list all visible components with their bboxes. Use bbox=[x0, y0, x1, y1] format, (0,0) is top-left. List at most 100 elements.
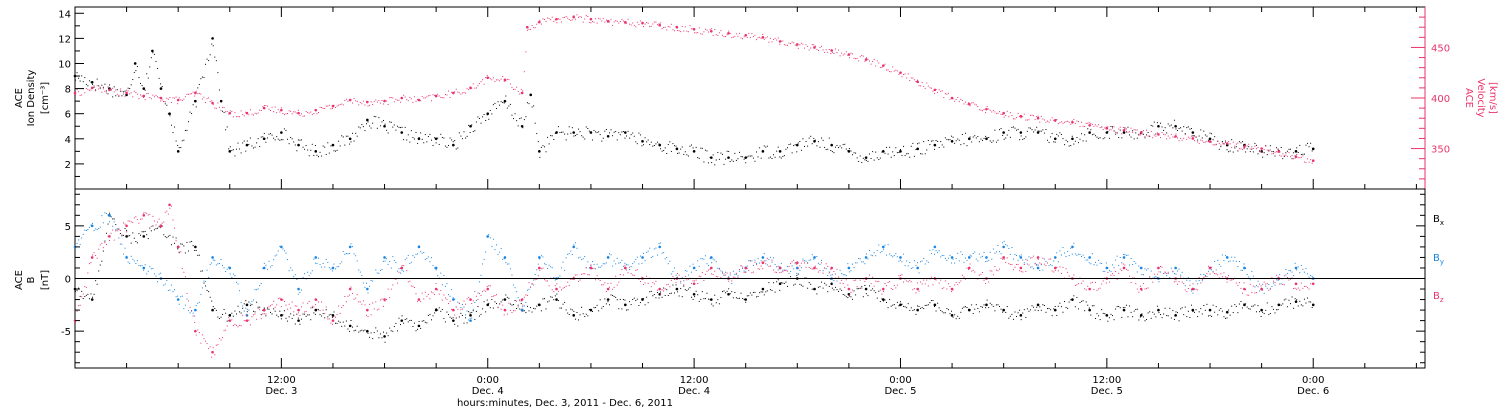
bottom-Bz-dot bbox=[636, 269, 638, 271]
top-velocity-dot bbox=[180, 99, 182, 101]
bottom-Bz-dot bbox=[1054, 269, 1056, 271]
top-density-dot bbox=[670, 150, 672, 152]
top-velocity-dot bbox=[76, 89, 78, 91]
bottom-By-dot bbox=[403, 270, 405, 272]
bottom-By-dot bbox=[276, 254, 278, 256]
top-velocity-dot bbox=[1011, 115, 1013, 117]
bottom-By-dot bbox=[737, 275, 739, 277]
bottom-Bx-dot bbox=[1065, 306, 1067, 308]
top-density-dot bbox=[700, 147, 702, 149]
bottom-Bz-dot bbox=[1218, 277, 1220, 279]
top-velocity-dot bbox=[393, 101, 395, 103]
top-density-point bbox=[400, 131, 404, 134]
bottom-Bx-dot bbox=[404, 319, 406, 321]
bottom-By-dot bbox=[293, 276, 295, 278]
top-density-dot bbox=[333, 150, 335, 152]
top-velocity-dot bbox=[189, 93, 191, 95]
bottom-Bx-dot bbox=[118, 228, 120, 230]
top-density-dot bbox=[438, 143, 440, 145]
bottom-Bz-dot bbox=[257, 307, 259, 309]
bottom-Bz-dot bbox=[1130, 281, 1132, 283]
top-density-dot bbox=[211, 43, 213, 45]
bottom-Bz-dot bbox=[819, 269, 821, 271]
top-velocity-dot bbox=[918, 85, 920, 87]
bottom-Bx-dot bbox=[1186, 316, 1188, 318]
bottom-Bz-dot bbox=[333, 316, 335, 318]
top-velocity-dot bbox=[239, 116, 241, 118]
bottom-Bz-dot bbox=[1082, 280, 1084, 282]
top-density-dot bbox=[235, 148, 237, 150]
top-velocity-dot bbox=[483, 83, 485, 85]
bottom-Bx-dot bbox=[653, 294, 655, 296]
top-velocity-point bbox=[1191, 137, 1195, 140]
bottom-Bx-dot bbox=[630, 304, 632, 306]
bottom-Bx-dot bbox=[133, 237, 135, 239]
bottom-Bz-dot bbox=[359, 301, 361, 303]
bottom-Bz-dot bbox=[838, 276, 840, 278]
bottom-Bx-dot bbox=[618, 308, 620, 310]
bottom-By-dot bbox=[952, 258, 954, 260]
bottom-By-dot bbox=[1101, 263, 1103, 265]
bottom-By-dot bbox=[581, 259, 583, 261]
bottom-Bz-dot bbox=[824, 267, 826, 269]
top-density-dot bbox=[1169, 125, 1171, 127]
bottom-Bz-dot bbox=[686, 279, 688, 281]
bottom-Bz-dot bbox=[664, 288, 666, 290]
top-density-dot bbox=[277, 138, 279, 140]
bottom-By-dot bbox=[937, 251, 939, 253]
top-velocity-dot bbox=[574, 18, 576, 20]
top-density-dot bbox=[75, 79, 76, 81]
top-density-point bbox=[348, 137, 352, 141]
top-velocity-dot bbox=[432, 94, 434, 96]
bottom-By-dot bbox=[1011, 246, 1013, 248]
top-density-dot bbox=[983, 137, 985, 139]
bottom-By-point bbox=[348, 245, 352, 249]
top-density-dot bbox=[884, 152, 886, 154]
top-velocity-dot bbox=[135, 91, 137, 93]
bottom-Bx-dot bbox=[297, 317, 299, 319]
bottom-By-dot bbox=[904, 265, 906, 267]
top-velocity-dot bbox=[915, 81, 917, 83]
bottom-By-dot bbox=[855, 262, 857, 264]
bottom-Bz-dot bbox=[612, 288, 614, 290]
top-velocity-dot bbox=[1087, 122, 1089, 124]
top-density-dot bbox=[95, 89, 97, 91]
bottom-Bx-dot bbox=[251, 304, 253, 306]
top-density-dot bbox=[418, 137, 420, 139]
top-velocity-dot bbox=[564, 16, 566, 18]
top-density-dot bbox=[602, 137, 604, 139]
bottom-Bz-dot bbox=[135, 216, 137, 218]
bottom-By-dot bbox=[1037, 264, 1039, 266]
bottom-Bz-dot bbox=[562, 287, 564, 289]
top-velocity-dot bbox=[1119, 126, 1121, 128]
top-density-dot bbox=[403, 139, 405, 141]
top-velocity-dot bbox=[396, 99, 398, 101]
bottom-Bz-dot bbox=[728, 280, 730, 282]
top-density-dot bbox=[568, 126, 570, 128]
bottom-Bz-dot bbox=[505, 309, 507, 311]
bottom-By-dot bbox=[895, 253, 897, 255]
bottom-Bz-dot bbox=[372, 302, 374, 304]
top-density-dot bbox=[178, 147, 180, 149]
bottom-Bx-point bbox=[1139, 314, 1143, 317]
top-density-dot bbox=[424, 134, 426, 136]
bottom-Bx-dot bbox=[605, 303, 607, 305]
bottom-Bx-dot bbox=[692, 298, 694, 300]
bottom-Bz-dot bbox=[268, 306, 270, 308]
top-density-dot bbox=[1263, 152, 1265, 154]
top-density-dot bbox=[564, 133, 566, 135]
bottom-Bz-dot bbox=[828, 272, 830, 274]
bottom-Bx-dot bbox=[376, 330, 378, 332]
bottom-By-dot bbox=[533, 279, 535, 281]
top-velocity-dot bbox=[1204, 141, 1206, 143]
top-velocity-dot bbox=[1232, 141, 1234, 143]
bottom-Bx-dot bbox=[1221, 310, 1223, 312]
bottom-Bx-dot bbox=[567, 312, 569, 314]
bottom-By-dot bbox=[415, 253, 417, 255]
top-velocity-dot bbox=[1029, 114, 1031, 116]
bottom-Bx-dot bbox=[579, 314, 581, 316]
bottom-By-dot bbox=[435, 269, 437, 271]
bottom-Bz-point bbox=[881, 287, 885, 291]
top-velocity-dot bbox=[240, 110, 242, 112]
bottom-Bz-dot bbox=[816, 268, 818, 270]
